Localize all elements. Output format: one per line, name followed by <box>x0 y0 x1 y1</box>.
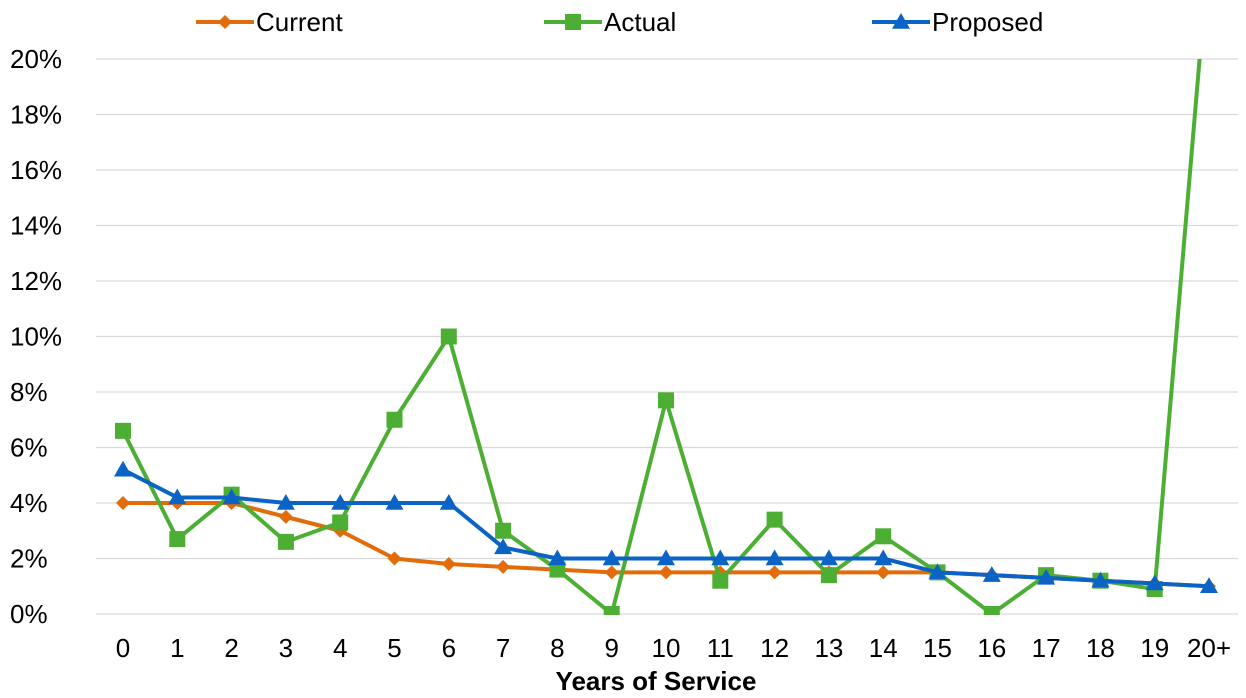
data-point <box>496 559 511 574</box>
data-point <box>440 328 457 345</box>
data-point <box>387 551 402 566</box>
data-point <box>548 549 567 566</box>
x-tick-label: 3 <box>279 633 293 663</box>
data-point <box>1091 571 1110 588</box>
x-tick-label: 11 <box>707 633 734 663</box>
x-tick-label: 2 <box>224 633 238 663</box>
data-point <box>1200 577 1218 593</box>
x-axis-tick-labels: 0 1 2 3 4 5 6 7 8 9 10 11 12 13 14 15 16 17 18 19 20+ <box>116 633 1231 663</box>
legend-marker <box>218 15 232 29</box>
data-point <box>983 606 1000 615</box>
series-lines <box>114 59 1218 615</box>
data-point <box>441 557 456 572</box>
legend-item-current: Current <box>196 7 343 37</box>
y-tick-label: 4% <box>10 488 48 518</box>
data-point <box>767 565 782 580</box>
data-point <box>659 565 673 580</box>
y-tick-label: 0% <box>10 599 48 629</box>
data-point <box>114 460 132 477</box>
data-point <box>982 566 1001 582</box>
data-point <box>657 549 675 566</box>
data-point <box>875 528 892 545</box>
data-point <box>277 533 294 550</box>
x-tick-label: 12 <box>760 633 789 663</box>
y-tick-label: 16% <box>10 155 62 185</box>
data-point <box>712 572 729 589</box>
x-tick-label: 10 <box>652 633 681 663</box>
data-point <box>386 411 403 428</box>
series-actual <box>115 59 1202 615</box>
x-tick-label: 6 <box>442 633 456 663</box>
y-tick-label: 8% <box>10 377 48 407</box>
data-point <box>874 549 893 566</box>
data-point <box>115 422 131 439</box>
legend: Current Actual Proposed <box>196 7 1043 37</box>
x-tick-label: 1 <box>170 633 184 663</box>
gridlines <box>96 58 1238 615</box>
x-tick-label: 18 <box>1086 633 1115 663</box>
data-point <box>604 565 619 580</box>
data-point <box>169 531 186 548</box>
data-point <box>711 549 730 566</box>
data-point <box>602 549 621 566</box>
data-point <box>766 511 783 528</box>
data-point <box>168 488 187 505</box>
legend-label: Actual <box>604 7 676 37</box>
data-point <box>116 496 130 510</box>
x-tick-label: 14 <box>869 633 898 663</box>
data-point <box>549 561 566 578</box>
legend-label: Current <box>256 7 343 37</box>
y-axis-tick-labels: 0% 2% 4% 6% 8% 10% 12% 14% 16% 18% 20% <box>10 44 62 629</box>
data-point <box>278 509 293 524</box>
series-proposed <box>114 460 1218 593</box>
x-tick-label: 7 <box>496 633 510 663</box>
x-tick-label: 20+ <box>1187 633 1231 663</box>
data-point <box>603 606 620 615</box>
legend-marker <box>565 14 581 30</box>
y-tick-label: 18% <box>10 100 62 130</box>
x-tick-label: 16 <box>977 633 1006 663</box>
data-point <box>495 522 512 539</box>
x-tick-label: 15 <box>923 633 952 663</box>
x-tick-label: 9 <box>604 633 618 663</box>
legend-marker <box>892 13 910 29</box>
y-tick-label: 20% <box>10 44 62 74</box>
x-tick-label: 5 <box>387 633 401 663</box>
x-tick-label: 19 <box>1140 633 1169 663</box>
data-point <box>820 567 837 584</box>
y-tick-label: 6% <box>10 433 48 463</box>
data-point <box>928 563 947 580</box>
y-tick-label: 10% <box>10 322 62 352</box>
data-point <box>276 494 295 510</box>
data-point <box>494 538 513 555</box>
data-point <box>1145 574 1164 591</box>
legend-label: Proposed <box>932 7 1043 37</box>
x-tick-label: 4 <box>333 633 347 663</box>
data-point <box>332 514 349 531</box>
y-tick-label: 14% <box>10 211 62 241</box>
data-point <box>876 565 891 580</box>
data-point <box>1037 568 1056 585</box>
data-point <box>439 494 458 510</box>
x-tick-label: 17 <box>1032 633 1061 663</box>
data-point <box>222 488 241 505</box>
data-point <box>765 549 784 566</box>
x-tick-label: 8 <box>550 633 564 663</box>
x-tick-label: 13 <box>814 633 843 663</box>
y-tick-label: 12% <box>10 266 62 296</box>
legend-item-actual: Actual <box>544 7 676 37</box>
legend-item-proposed: Proposed <box>872 7 1043 37</box>
x-axis-title: Years of Service <box>556 666 757 696</box>
data-point <box>658 392 674 409</box>
data-point <box>819 549 838 566</box>
data-point <box>385 494 404 510</box>
x-tick-label: 0 <box>116 633 130 663</box>
y-tick-label: 2% <box>10 544 48 574</box>
data-point <box>331 494 350 510</box>
